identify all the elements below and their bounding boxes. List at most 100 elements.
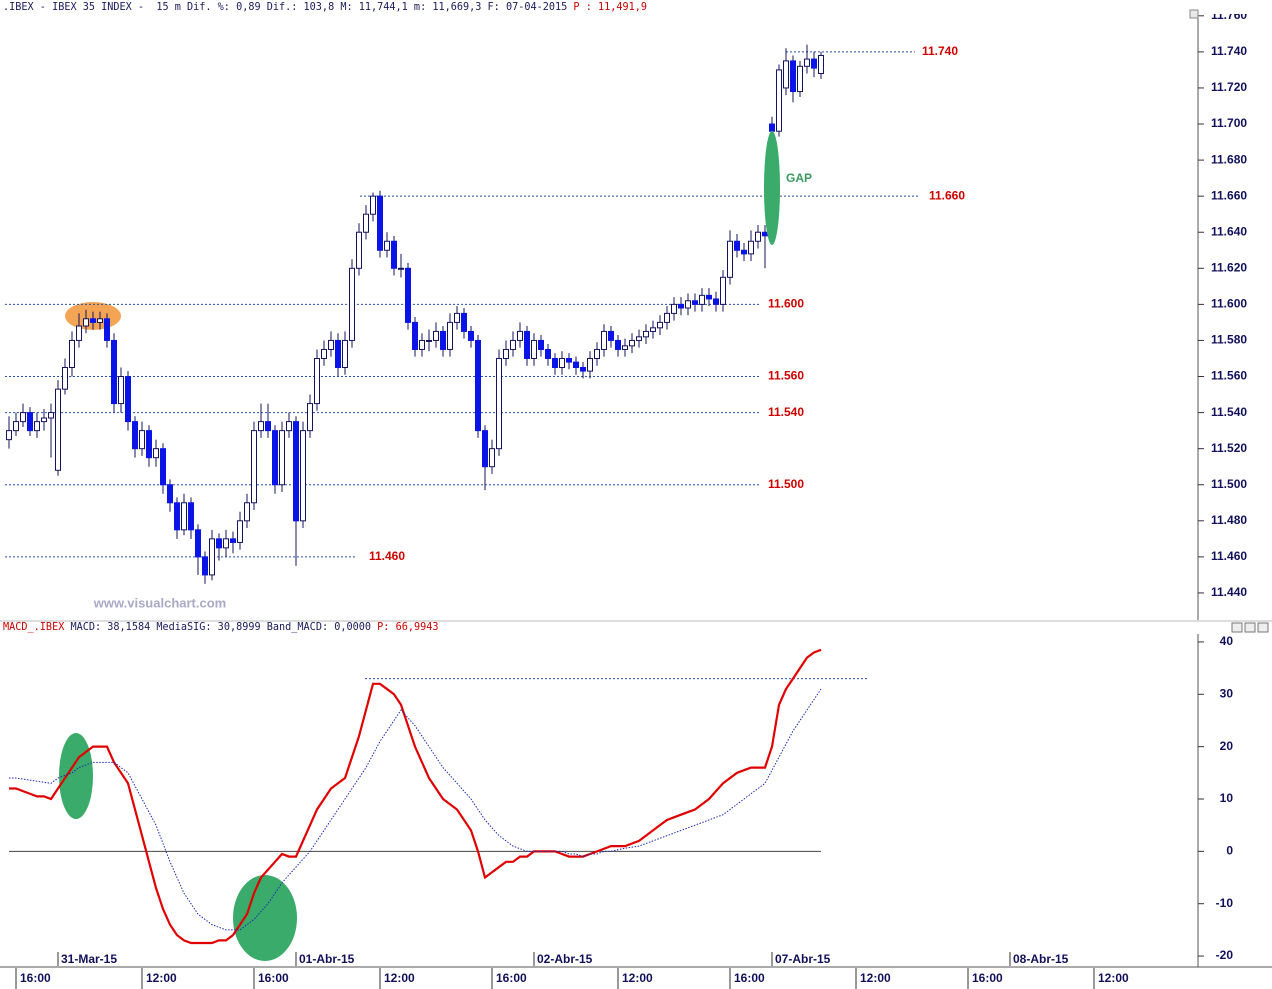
- y-tick-label: 20: [1220, 739, 1234, 753]
- candle-body: [538, 339, 544, 350]
- x-tick-label: 12:00: [146, 971, 177, 985]
- candle-body: [90, 318, 96, 323]
- y-tick-label: -20: [1216, 948, 1234, 962]
- header-price: P : 11,491,9: [573, 2, 647, 13]
- candle-body: [510, 339, 516, 350]
- panel-button[interactable]: [1189, 9, 1199, 19]
- candle-body: [643, 330, 649, 338]
- series-line: [9, 688, 822, 931]
- candle-body: [293, 421, 299, 522]
- candle-body: [755, 231, 761, 242]
- candle-body: [804, 58, 810, 67]
- candle-body: [258, 421, 264, 432]
- candle-body: [363, 213, 369, 233]
- candle-body: [531, 339, 537, 359]
- level-label: 11.740: [922, 44, 958, 58]
- y-tick-label: 11.620: [1211, 260, 1247, 274]
- candle-body: [349, 267, 355, 341]
- candle-body: [391, 240, 397, 269]
- x-tick-label: 16:00: [734, 971, 765, 985]
- candle-body: [237, 520, 243, 543]
- level-label: 11.560: [768, 369, 804, 383]
- candle-body: [426, 339, 432, 342]
- candle-body: [272, 430, 278, 486]
- y-tick-label: 40: [1220, 634, 1234, 648]
- date-label: 31-Mar-15: [61, 952, 117, 966]
- candle-body: [20, 412, 26, 423]
- panel-button[interactable]: [1257, 622, 1269, 633]
- level-label: 11.600: [768, 297, 804, 311]
- level-label: 11.500: [768, 477, 804, 491]
- candle-body: [55, 388, 61, 471]
- candle-body: [132, 421, 138, 450]
- candle-body: [223, 538, 229, 549]
- header-name: MACD_.IBEX: [3, 622, 65, 633]
- candle-body: [727, 240, 733, 278]
- y-tick-label: 11.680: [1211, 152, 1247, 166]
- candle-body: [454, 312, 460, 323]
- panel-button[interactable]: [1231, 622, 1243, 633]
- candle-body: [69, 339, 75, 369]
- candle-body: [720, 276, 726, 305]
- headers: .IBEX - IBEX 35 INDEX - 15 m Dif. %: 0,8…: [0, 0, 1272, 633]
- y-tick-label: 11.740: [1211, 44, 1247, 58]
- candle-body: [797, 65, 803, 93]
- candle-body: [692, 300, 698, 305]
- candle-body: [384, 240, 390, 251]
- y-tick-label: 11.480: [1211, 513, 1247, 527]
- x-tick-label: 16:00: [258, 971, 289, 985]
- header-text: .IBEX - IBEX 35 INDEX - 15 m Dif. %: 0,8…: [3, 2, 567, 13]
- candle-body: [419, 339, 425, 350]
- candle-body: [783, 60, 789, 89]
- candle-body: [748, 240, 754, 255]
- candle-body: [475, 339, 481, 432]
- candle-body: [328, 339, 334, 350]
- candle-body: [181, 502, 187, 531]
- date-label: 02-Abr-15: [537, 952, 593, 966]
- date-label: 07-Abr-15: [775, 952, 831, 966]
- candle-body: [216, 538, 222, 549]
- x-tick-label: 12:00: [860, 971, 891, 985]
- candle-body: [566, 357, 572, 363]
- candle-body: [594, 348, 600, 359]
- candle-body: [370, 195, 376, 215]
- y-tick-label: 0: [1226, 844, 1233, 858]
- x-tick-label: 12:00: [384, 971, 415, 985]
- candle-body: [636, 336, 642, 341]
- candle-body: [244, 502, 250, 522]
- candle-body: [734, 240, 740, 251]
- x-tick-label: 12:00: [1098, 971, 1129, 985]
- panel-button[interactable]: [1244, 622, 1256, 633]
- candle-body: [573, 361, 579, 369]
- candle-body: [6, 430, 12, 441]
- candle-body: [342, 339, 348, 369]
- candle-body: [601, 330, 607, 350]
- candle-body: [762, 231, 768, 237]
- candle-body: [818, 54, 824, 75]
- header-bg: [0, 0, 1272, 14]
- candle-body: [195, 529, 201, 558]
- y-tick-label: 10: [1220, 791, 1234, 805]
- date-label: 08-Abr-15: [1013, 952, 1069, 966]
- gap-ellipse: [764, 131, 780, 245]
- candle-body: [699, 294, 705, 305]
- header-price: P: 66,9943: [377, 622, 438, 633]
- candle-body: [503, 348, 509, 359]
- candle-body: [769, 123, 775, 132]
- candle-body: [713, 298, 719, 305]
- x-tick-label: 16:00: [972, 971, 1003, 985]
- y-tick-label: 30: [1220, 686, 1234, 700]
- level-label: 11.660: [929, 188, 965, 202]
- candle-body: [657, 321, 663, 329]
- header-bg: [0, 622, 1197, 633]
- y-tick-label: -10: [1216, 896, 1234, 910]
- highlight-ellipse: [233, 875, 297, 961]
- candle-body: [447, 321, 453, 350]
- y-tick-label: 11.640: [1211, 224, 1247, 238]
- candle-body: [545, 348, 551, 359]
- candle-body: [405, 267, 411, 323]
- candle-body: [167, 484, 173, 504]
